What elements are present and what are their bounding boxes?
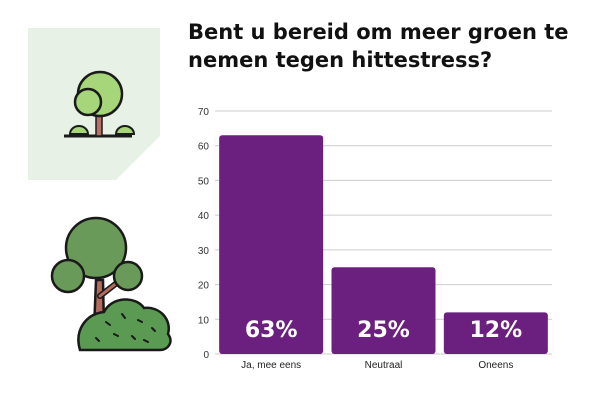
y-tick-label: 50 xyxy=(198,176,210,187)
bar-value-label: 25% xyxy=(357,318,410,343)
chart-title: Bent u bereid om meer groen te nemen teg… xyxy=(188,20,569,72)
x-tick-label: Neutraal xyxy=(365,360,403,371)
tree-with-bush-illustration xyxy=(50,216,172,352)
bar xyxy=(219,135,324,354)
y-tick-label: 30 xyxy=(198,246,210,257)
y-tick-label: 60 xyxy=(198,142,210,153)
y-tick-label: 40 xyxy=(198,211,210,222)
bar xyxy=(443,312,548,354)
tree-card xyxy=(28,28,160,180)
bar xyxy=(331,267,436,354)
x-tick-label: Ja, mee eens xyxy=(241,360,301,371)
y-tick-label: 0 xyxy=(203,350,209,361)
y-tick-label: 20 xyxy=(198,281,210,292)
x-tick-label: Oneens xyxy=(478,360,513,371)
y-tick-label: 10 xyxy=(198,315,210,326)
bar-value-label: 12% xyxy=(469,318,522,343)
bar-value-label: 63% xyxy=(245,318,298,343)
y-tick-label: 70 xyxy=(198,107,210,118)
tree-icon xyxy=(64,70,160,180)
